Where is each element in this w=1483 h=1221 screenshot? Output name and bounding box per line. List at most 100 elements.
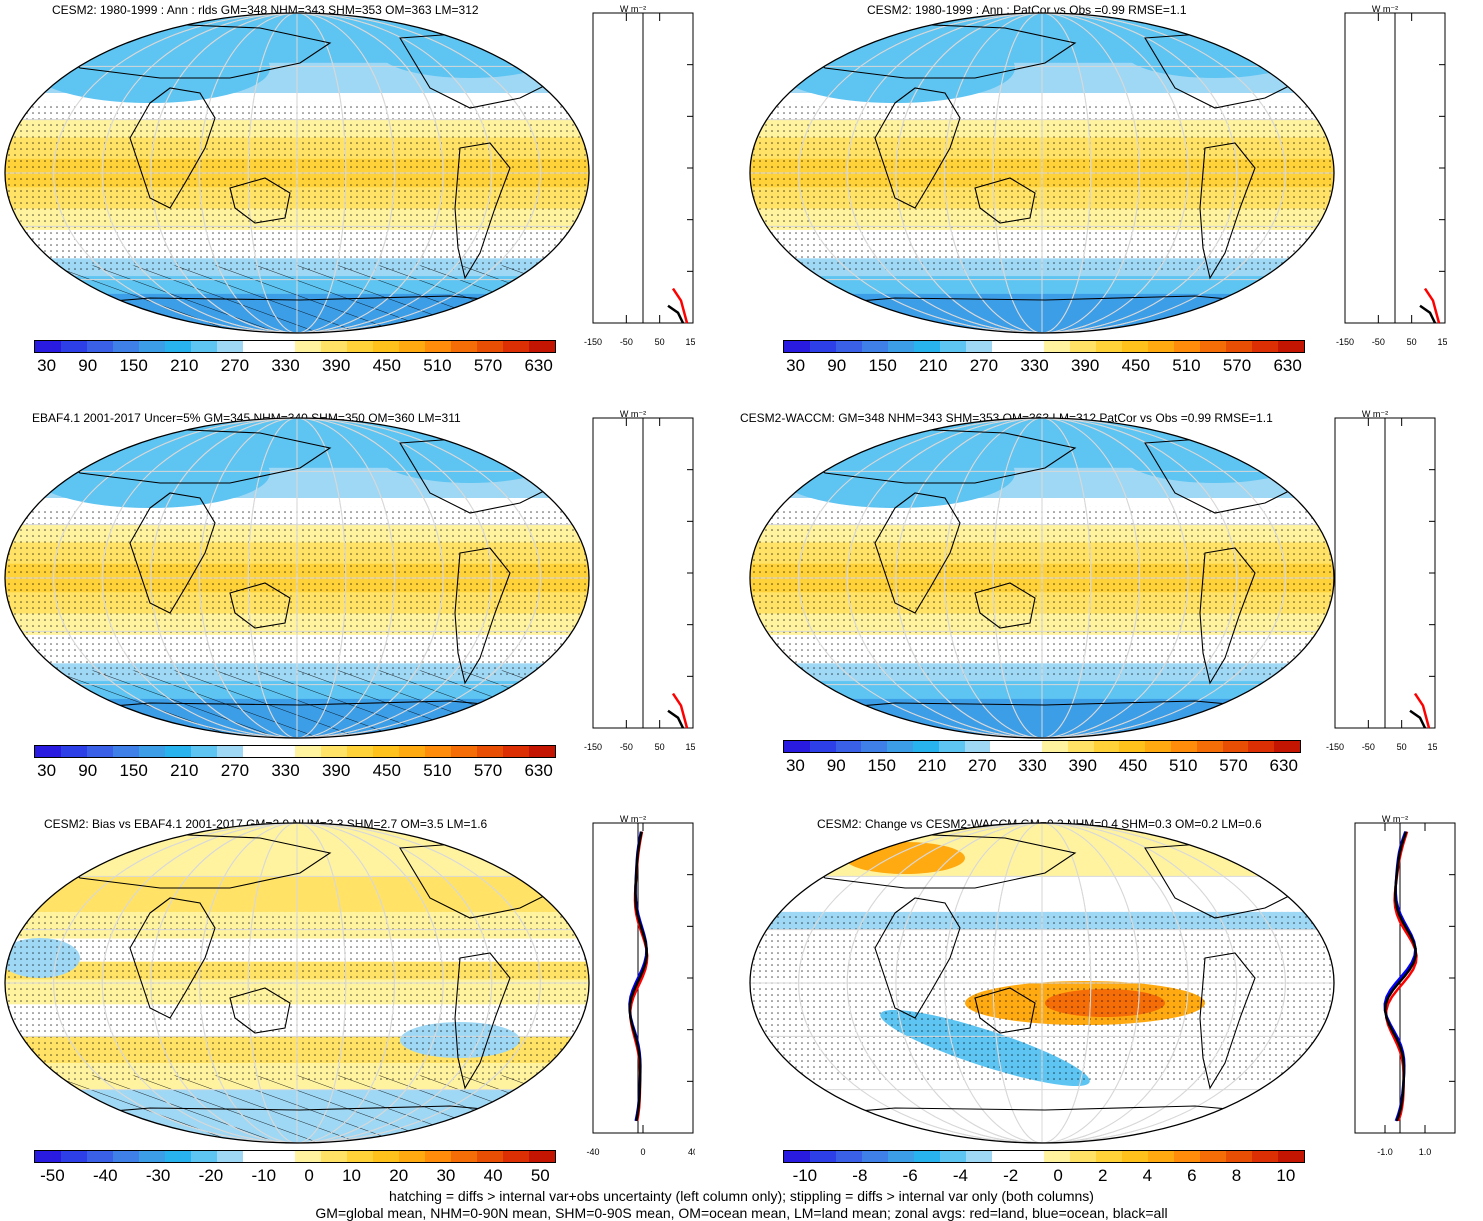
colorbar-label: 450 — [1118, 756, 1148, 775]
colorbar-swatch — [1148, 341, 1174, 352]
colorbar-label: -50 — [40, 1166, 65, 1185]
zonal-unit-label: W m⁻² — [1372, 5, 1398, 14]
graticule-meridian — [150, 823, 444, 1143]
zonal-unit-label: W m⁻² — [1382, 815, 1408, 824]
map-ebaf — [4, 417, 590, 739]
colorbar-swatch — [912, 741, 939, 752]
zonal-tick-label: 0 — [640, 1147, 645, 1157]
colorbar-swatch — [139, 746, 165, 757]
colorbar-swatch — [1200, 341, 1226, 352]
graticule-meridian — [247, 13, 347, 333]
zonal-curve-land — [671, 692, 689, 729]
colorbar-swatch — [477, 746, 503, 757]
colorbar-swatch — [347, 1151, 373, 1162]
colorbar-swatch — [87, 1151, 113, 1162]
zonal-plot-cesm2: W m⁻²-150-505015060N30N030S60S — [584, 5, 695, 347]
colorbar-swatch — [1174, 1151, 1200, 1162]
coastline — [874, 897, 961, 1019]
colorbar-label: 630 — [1269, 756, 1298, 775]
colorbar-swatch — [269, 341, 295, 352]
colorbar-swatch — [1044, 341, 1070, 352]
zonal-tick-label: 40 — [688, 1147, 695, 1157]
colorbar-swatch — [217, 1151, 243, 1162]
graticule-meridian — [53, 418, 541, 738]
colorbar-swatch — [165, 341, 191, 352]
colorbar-label: 630 — [524, 761, 553, 780]
colorbar-swatch — [191, 341, 217, 352]
zonal-plot-bias: W m⁻²-4004060N30N030S60S — [586, 815, 695, 1157]
stippling — [5, 101, 589, 271]
colorbar-label: 90 — [827, 356, 847, 375]
graticule-meridian — [992, 13, 1092, 333]
colorbar-swatch — [1044, 1151, 1070, 1162]
colorbar-label: 270 — [969, 356, 999, 375]
colorbar-label: 10 — [1276, 1166, 1296, 1185]
colorbar-swatch — [217, 341, 243, 352]
colorbar-swatch — [451, 746, 477, 757]
map-band — [750, 823, 1334, 877]
zonal-curve-all — [628, 831, 648, 1122]
zonal-curve-all — [667, 709, 685, 729]
zonal-curve-all — [1383, 831, 1417, 1122]
colorbar-swatch — [1041, 741, 1068, 752]
zonal-tick-label: 50 — [1397, 742, 1407, 752]
colorbar-label: 30 — [37, 356, 57, 375]
colorbar-labels: -10 -8 -6 -4 -2 0 2 4 6 8 10 — [775, 1166, 1313, 1186]
zonal-curve-all — [1409, 709, 1427, 729]
colorbar-swatch — [477, 341, 503, 352]
colorbar-swatch — [809, 741, 836, 752]
colorbar-swatch — [503, 341, 529, 352]
colorbar-swatch — [1278, 341, 1304, 352]
colorbar-swatch — [784, 341, 810, 352]
colorbar-swatch — [139, 1151, 165, 1162]
panel-title: CESM2-WACCM: GM=348 NHM=343 SHM=353 OM=3… — [740, 411, 1273, 425]
colorbar-labels: 30 90 150 210 270 330 390 450 510 570 630 — [26, 761, 564, 781]
footnote-line-1: hatching = diffs > internal var+obs unce… — [389, 1188, 1094, 1204]
coastline — [1199, 142, 1256, 280]
panel-cesm2-patcor: CESM2: 1980-1999 : Ann : PatCor vs Obs =… — [745, 0, 1483, 400]
colorbar-label: 2 — [1097, 1166, 1108, 1185]
colorbar-swatch — [399, 341, 425, 352]
graticule-meridian — [846, 823, 1238, 1143]
colorbar-swatch — [243, 746, 269, 757]
colorbar-swatch — [503, 746, 529, 757]
colorbar-label: 150 — [867, 756, 896, 775]
coastline — [874, 492, 961, 614]
graticule-meridian — [199, 13, 395, 333]
colorbar-swatch — [165, 746, 191, 757]
map-band — [750, 418, 1334, 469]
zonal-unit-label: W m⁻² — [620, 410, 646, 419]
zonal-tick-label: -150 — [584, 742, 602, 752]
zonal-tick-label: -50 — [1362, 742, 1375, 752]
graticule-meridian — [992, 823, 1092, 1143]
zonal-plot-frame — [1354, 822, 1456, 1134]
map-band — [5, 823, 589, 877]
colorbar-label: -6 — [902, 1166, 918, 1185]
colorbar-label: 0 — [1053, 1166, 1063, 1185]
panel-ebaf: EBAF4.1 2001-2017 Uncer=5% GM=345 NHM=34… — [0, 405, 740, 805]
colorbar-swatch — [503, 1151, 529, 1162]
colorbar-swatch — [992, 341, 1018, 352]
colorbar-swatch — [139, 341, 165, 352]
colorbar-swatch — [35, 1151, 61, 1162]
colorbar-swatch — [529, 1151, 555, 1162]
zonal-plot-ebaf: W m⁻²-150-505015060N30N030S60S — [584, 410, 695, 752]
map-bias — [4, 822, 590, 1144]
graticule-meridian — [895, 823, 1189, 1143]
colorbar-swatch — [966, 1151, 992, 1162]
colorbar-label: -8 — [852, 1166, 868, 1185]
zonal-tick-label: 150 — [1437, 337, 1447, 347]
colorbar-swatch — [836, 341, 862, 352]
colorbar-swatch — [966, 341, 992, 352]
zonal-tick-label: 150 — [685, 337, 695, 347]
colorbar-swatch — [1145, 741, 1171, 752]
colorbar-swatch — [888, 1151, 914, 1162]
coastline — [129, 492, 216, 614]
colorbar-swatch — [940, 1151, 966, 1162]
colorbar-label: -20 — [198, 1166, 224, 1185]
coastline — [1199, 952, 1256, 1090]
colorbar-swatch — [165, 1151, 191, 1162]
map-cesm2-patcor — [749, 12, 1335, 334]
zonal-tick-label: -1.0 — [1377, 1147, 1393, 1157]
colorbar-swatch — [940, 341, 966, 352]
